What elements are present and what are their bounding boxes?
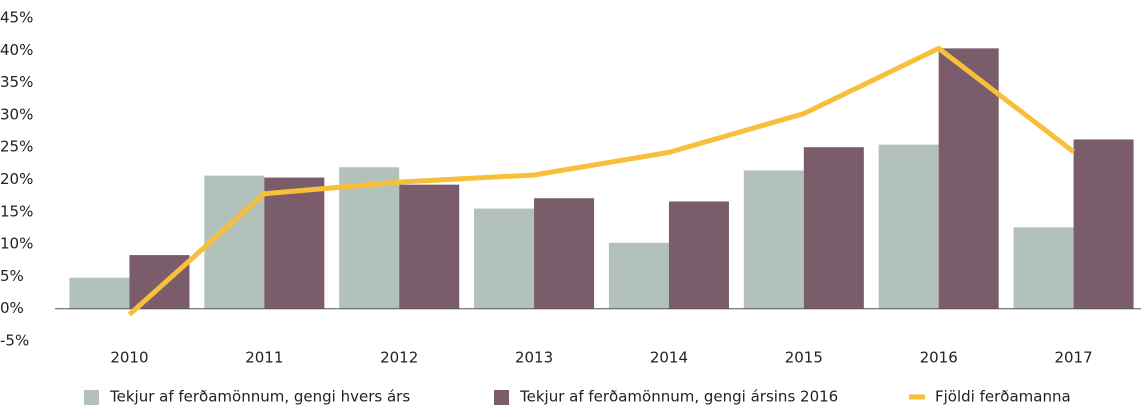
x-tick-label: 2014: [650, 349, 688, 367]
bar: [204, 175, 265, 309]
bar: [608, 242, 669, 309]
x-tick-label: 2013: [515, 349, 553, 367]
bar: [339, 167, 400, 309]
y-tick-label: 35%: [0, 73, 33, 91]
bar: [803, 147, 864, 309]
bar: [938, 48, 999, 309]
x-tick-label: 2015: [785, 349, 823, 367]
x-tick-label: 2010: [110, 349, 148, 367]
bar: [1013, 227, 1074, 309]
x-tick-label: 2011: [245, 349, 283, 367]
y-tick-label: 20%: [0, 170, 33, 188]
bar: [878, 144, 939, 309]
bar: [668, 201, 729, 309]
bar: [743, 170, 804, 309]
legend-label: Fjöldi ferðamanna: [935, 388, 1071, 406]
y-tick-label: 15%: [0, 202, 33, 220]
x-tick-label: 2017: [1054, 349, 1092, 367]
bar: [264, 177, 325, 309]
y-tick-label: 25%: [0, 138, 33, 156]
legend-label: Tekjur af ferðamönnum, gengi hvers árs: [109, 388, 410, 406]
x-tick-label: 2012: [380, 349, 418, 367]
bar: [69, 277, 130, 309]
bar: [399, 184, 460, 309]
line: [127, 45, 1076, 317]
y-tick-label: 10%: [0, 235, 33, 253]
y-tick-label: 45%: [0, 9, 33, 27]
legend-swatch: [84, 390, 99, 405]
x-tick-label: 2016: [920, 349, 958, 367]
bar: [129, 255, 190, 309]
y-tick-label: 5%: [0, 267, 24, 285]
legend-label: Tekjur af ferðamönnum, gengi ársins 2016: [519, 388, 838, 406]
bar: [474, 208, 535, 309]
y-tick-label: 0%: [0, 299, 24, 317]
y-tick-label: -5%: [0, 332, 29, 350]
y-tick-label: 40%: [0, 41, 33, 59]
bar: [1073, 139, 1134, 309]
legend-swatch: [494, 390, 509, 405]
bar: [534, 198, 595, 309]
y-tick-label: 30%: [0, 105, 33, 123]
